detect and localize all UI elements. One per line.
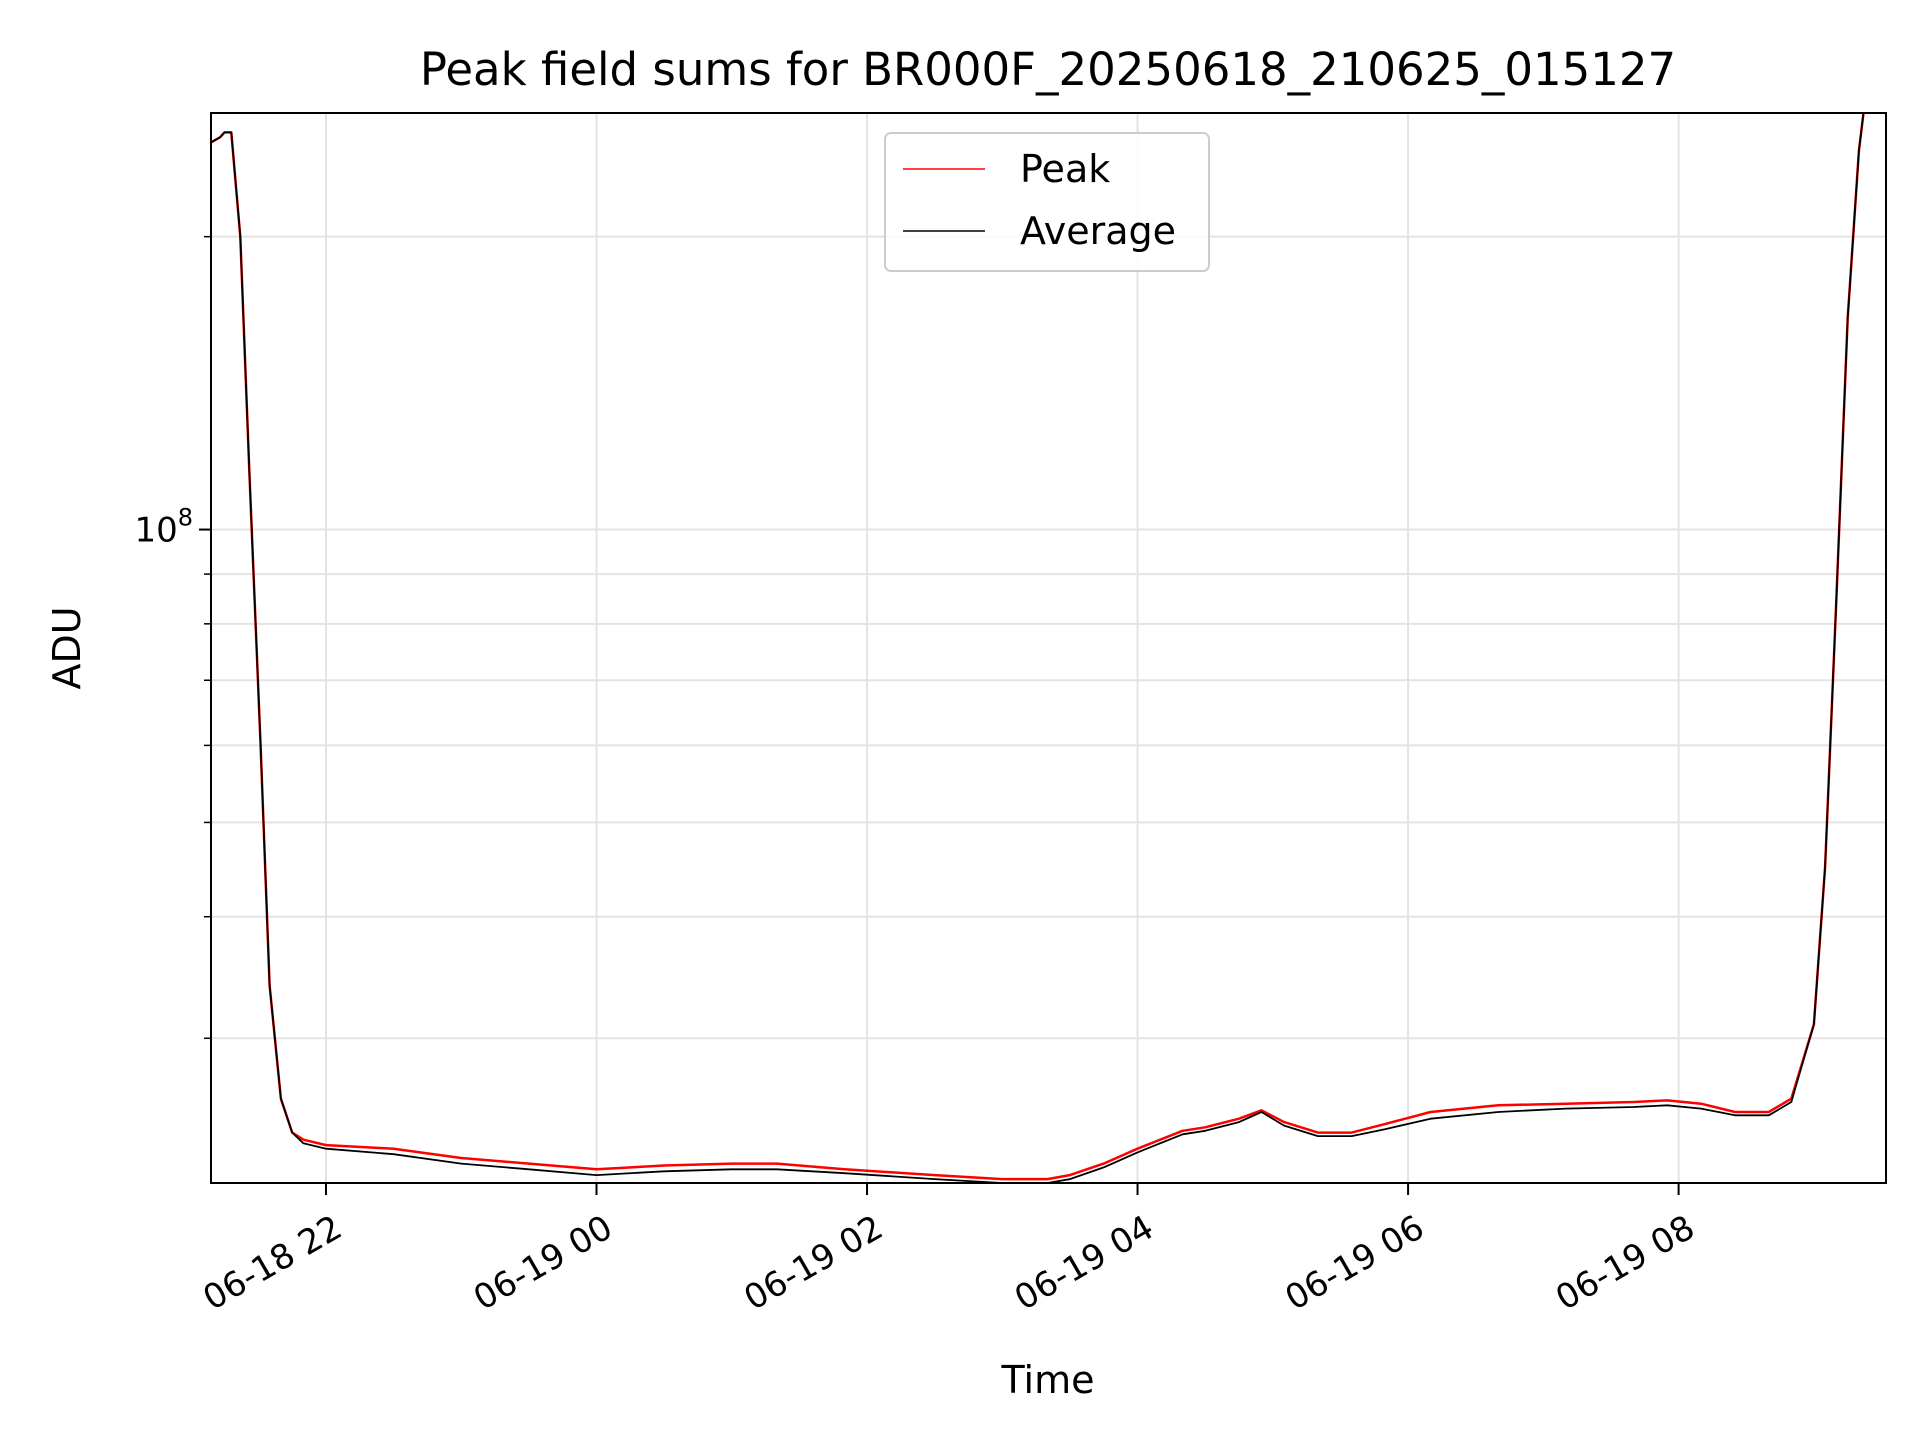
plot-frame <box>210 112 1887 1184</box>
series-line-average <box>211 113 1865 1183</box>
y-tick-label: 108 <box>134 504 193 551</box>
y-tick-label-base: 10 <box>134 511 177 551</box>
legend-label-average: Average <box>1020 209 1176 253</box>
plot-area-background <box>211 113 1886 1183</box>
legend-frame <box>884 132 1210 272</box>
y-tick-label-exponent: 8 <box>178 504 193 532</box>
y-axis: 108 <box>134 235 211 1040</box>
series-layer <box>211 113 1865 1183</box>
chart-title: Peak field sums for BR000F_20250618_2106… <box>420 43 1676 96</box>
legend-label-peak: Peak <box>1020 147 1110 191</box>
legend: Peak Average <box>884 132 1210 272</box>
x-axis-label: Time <box>1001 1358 1095 1402</box>
y-axis-label: ADU <box>45 606 89 689</box>
